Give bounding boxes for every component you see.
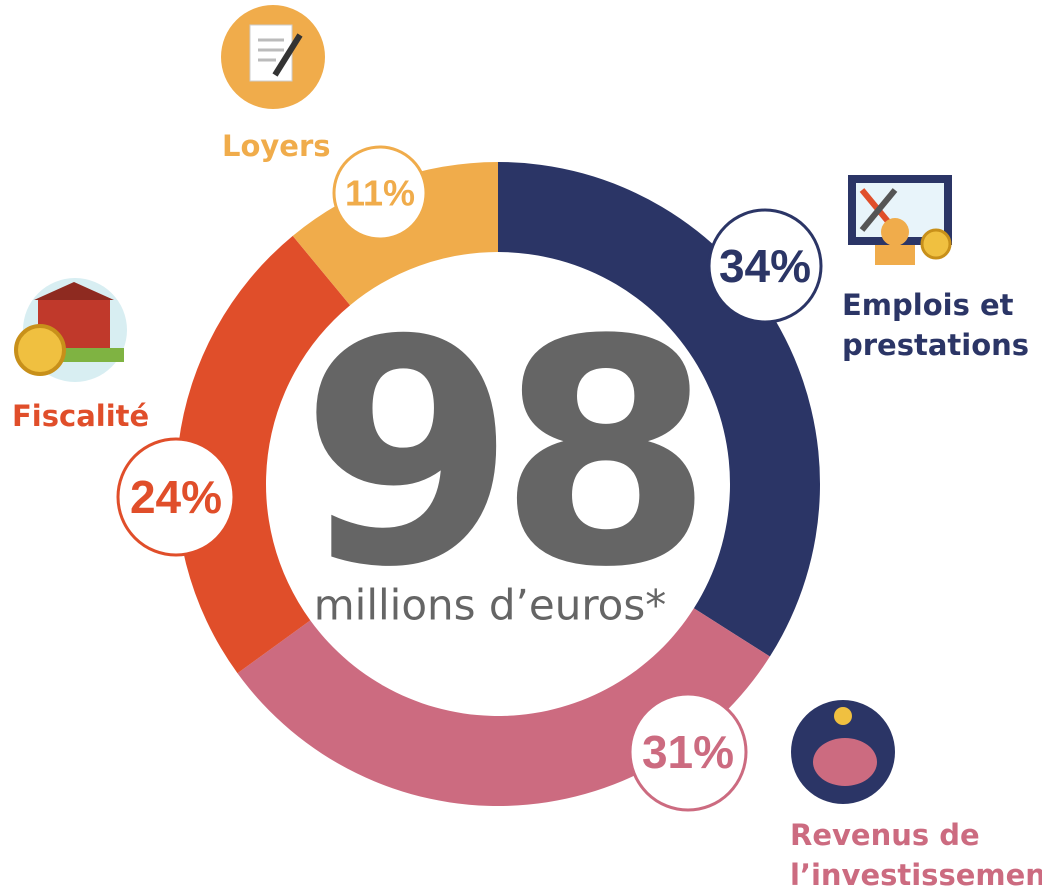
- category-label: Revenus de l’investissement: [790, 818, 1042, 892]
- icon-emplois: [848, 175, 952, 265]
- center-value: 98: [300, 275, 696, 636]
- category-label: Fiscalité: [12, 399, 150, 433]
- center-label: millions d’euros*: [314, 581, 667, 630]
- value-label: 24%: [130, 471, 222, 523]
- category-label: Loyers: [222, 129, 331, 163]
- value-label: 11%: [345, 173, 415, 214]
- value-badge: [332, 145, 428, 241]
- value-label: 31%: [642, 726, 734, 778]
- icon-fiscalite: [14, 278, 127, 382]
- category-label: Emplois et prestations: [842, 288, 1030, 362]
- icon-loyers: [221, 5, 325, 109]
- value-badge: [116, 437, 236, 557]
- icon-revenus: [791, 700, 895, 804]
- value-badge: [707, 208, 823, 324]
- value-badge: [628, 692, 748, 812]
- value-label: 34%: [719, 240, 811, 292]
- donut-segment: [176, 235, 351, 674]
